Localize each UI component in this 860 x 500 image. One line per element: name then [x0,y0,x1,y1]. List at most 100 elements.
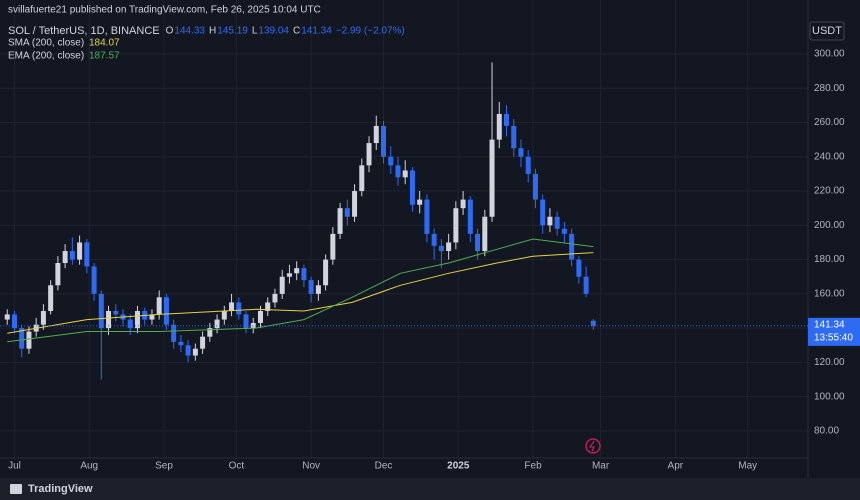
candle-body [482,216,488,252]
y-tick-label: 240.00 [814,151,845,162]
candle-body [518,148,524,157]
candle-body [11,314,17,329]
symbol-title: SOL / TetherUS, 1D, BINANCE [8,25,160,37]
candle-body [207,328,213,337]
candle-body [265,302,271,311]
candle-body [250,322,256,329]
candle-body [330,233,336,260]
brand: TradingView [28,483,93,495]
footer-bar [0,478,860,500]
candle-body [40,310,46,325]
candle-body [229,302,235,311]
candle-body [279,276,285,294]
candle-body [98,293,104,329]
candle-body [380,125,386,157]
candle-body [359,165,365,192]
y-tick-label: 100.00 [814,391,845,402]
candle-body [127,319,133,329]
candle-body [373,125,379,144]
x-tick-label: Jul [8,461,21,472]
candle-body [467,199,473,234]
candle-body [352,191,358,217]
candle-body [19,328,25,349]
candle-body [496,113,502,140]
candle-body [504,113,510,126]
candle-body [438,245,444,252]
candle-body [540,199,546,226]
candle-body [424,199,430,234]
candle-body [431,233,437,246]
publisher: svillafuerte21 published on TradingView.… [8,5,321,16]
candle-body [55,263,61,286]
candle-body [91,266,97,294]
candle-body [236,302,242,315]
x-tick-label: Apr [668,461,684,472]
candle-body [113,310,119,315]
candle-body [214,319,220,329]
y-tick-label: 260.00 [814,117,845,128]
candle-body [554,216,560,229]
candle-body [185,345,191,356]
candle-body [395,165,401,178]
candle-body [308,280,314,294]
indicator-line [7,252,594,334]
ohlc-key: O [166,26,174,37]
price-label: 141.34 [814,319,845,330]
candle-body [569,233,575,260]
candle-body [192,348,198,356]
candle-body [453,208,459,243]
candle-body [583,276,589,294]
x-tick-label: Nov [302,461,320,472]
indicator-line [7,238,594,343]
candle-body [590,320,596,326]
candle-body [561,228,567,234]
x-tick-label: May [738,461,757,472]
candle-body [48,285,54,311]
event-icon[interactable] [585,438,601,454]
x-tick-label: 2025 [447,461,470,472]
candle-body [156,297,162,315]
candle-body [525,156,531,174]
candle-body [4,314,10,320]
candle-body [344,208,350,217]
candle-body [200,336,206,349]
candle-body [547,216,553,226]
candle-body [409,170,415,205]
candle-body [62,251,68,264]
countdown: 13:55:40 [814,332,853,343]
candle-body [489,139,495,217]
candle-body [84,242,90,267]
candle-body [315,285,321,294]
currency-box[interactable] [809,21,845,41]
candle-body [475,233,481,252]
candle-body [388,156,394,166]
candle-body [323,259,329,286]
candle-body [178,341,184,346]
x-tick-label: Dec [375,461,393,472]
candle-body [286,273,292,277]
x-tick-label: Sep [155,461,173,472]
price-label-box [808,317,860,346]
y-tick-label: 180.00 [814,254,845,265]
price-change: −2.99 (−2.07%) [336,26,405,37]
ohlc-key: L [252,26,258,37]
candle-body [149,314,155,320]
candle-body [532,173,538,200]
candle-body [446,242,452,252]
candle-body [257,310,263,323]
y-tick-label: 200.00 [814,220,845,231]
candle-body [106,310,112,329]
candle-body [26,331,32,349]
candle-body [366,143,372,166]
ohlc-key: C [293,26,300,37]
candle-body [163,297,169,325]
x-tick-label: Feb [524,461,542,472]
x-tick-label: Mar [592,461,610,472]
indicator-value: 184.07 [89,38,120,49]
candle-body [243,314,249,329]
y-tick-label: 80.00 [814,426,839,437]
ohlc-value: 141.34 [301,26,332,37]
candle-body [460,199,466,209]
candle-body [301,268,307,281]
